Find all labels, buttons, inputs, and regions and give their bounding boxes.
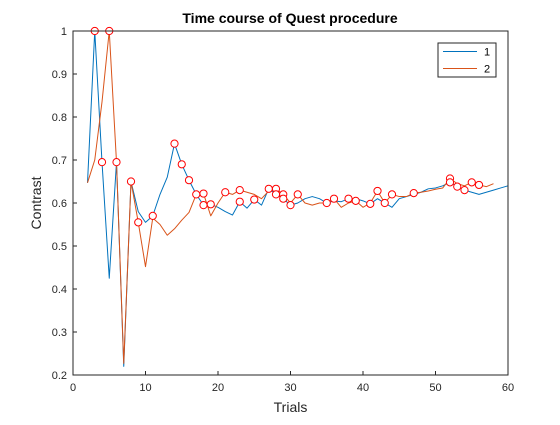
x-tick-label: 0 — [70, 382, 76, 394]
trial-marker — [235, 186, 244, 195]
trial-marker — [453, 182, 462, 191]
trial-marker — [170, 139, 179, 148]
x-tick-label: 40 — [357, 382, 369, 394]
x-tick-label: 20 — [212, 382, 224, 394]
trial-marker — [373, 186, 382, 196]
x-tick-label: 10 — [139, 382, 151, 394]
trial-marker — [235, 197, 244, 206]
marker-layer — [90, 26, 484, 227]
trial-marker — [199, 201, 208, 210]
trial-marker — [250, 195, 259, 204]
y-tick-label: 0.6 — [52, 198, 67, 210]
trial-marker — [206, 200, 215, 209]
x-tick-label: 50 — [429, 382, 441, 394]
trial-marker — [366, 199, 375, 208]
trial-marker — [126, 177, 136, 186]
trial-marker — [322, 198, 331, 208]
trial-marker — [192, 190, 201, 199]
y-tick-label: 0.9 — [52, 69, 67, 81]
trial-marker — [271, 190, 281, 199]
trial-marker — [184, 176, 194, 185]
trial-marker — [199, 189, 208, 198]
trial-marker — [445, 178, 455, 187]
legend-box — [437, 42, 497, 78]
trial-marker — [97, 158, 107, 167]
x-axis: 0 10 20 30 40 50 60 — [70, 371, 514, 394]
y-tick-label: 0.7 — [52, 155, 67, 167]
y-tick-label: 0.4 — [52, 284, 67, 296]
legend: 1 2 — [437, 42, 497, 78]
trial-marker — [474, 180, 484, 190]
trial-marker — [148, 211, 157, 220]
x-axis-label: Trials — [274, 399, 308, 415]
x-tick-label: 30 — [284, 382, 296, 394]
trial-marker — [293, 190, 302, 199]
trial-marker — [351, 196, 360, 205]
y-tick-label: 0.3 — [52, 327, 67, 339]
trial-marker — [344, 194, 353, 203]
y-tick-label: 1 — [61, 26, 67, 38]
y-axis: 0.2 0.3 0.4 0.5 0.6 0.7 0.8 0.9 1 — [52, 26, 77, 382]
legend-label-2: 2 — [484, 64, 490, 76]
series-line-1 — [87, 30, 509, 367]
x-tick-label: 60 — [502, 382, 514, 394]
y-axis-label: Contrast — [28, 176, 44, 229]
trial-marker — [221, 188, 230, 197]
trial-marker — [112, 158, 121, 167]
trial-marker — [264, 184, 273, 193]
trial-marker — [177, 160, 186, 169]
trial-marker — [329, 194, 339, 203]
trial-marker — [380, 198, 389, 208]
trial-marker — [279, 194, 288, 203]
trial-marker — [460, 186, 469, 195]
chart-title: Time course of Quest procedure — [182, 10, 397, 26]
trial-marker — [387, 190, 397, 199]
trial-marker — [409, 189, 418, 198]
trial-marker — [467, 178, 476, 187]
trial-marker — [286, 201, 295, 210]
y-tick-label: 0.8 — [52, 112, 67, 124]
legend-label-1: 1 — [484, 47, 490, 59]
y-tick-label: 0.5 — [52, 241, 67, 253]
trial-marker — [134, 218, 143, 227]
y-tick-label: 0.2 — [52, 370, 67, 382]
